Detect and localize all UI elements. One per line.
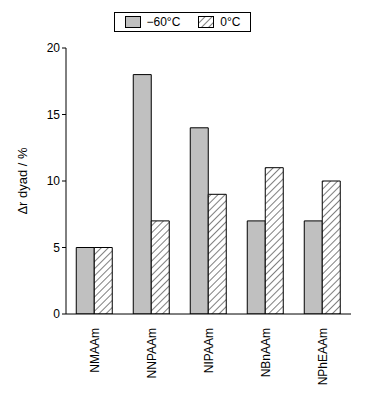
svg-text:15: 15 [47,108,61,122]
svg-text:0: 0 [53,307,60,321]
svg-text:NPhEAAm: NPhEAAm [316,328,330,385]
svg-text:NNPAAm: NNPAAm [145,328,159,378]
html-text:−60°C: −60°C [146,15,181,29]
svg-text:20: 20 [47,41,61,55]
svg-text:10: 10 [47,174,61,188]
svg-text:NBnAAm: NBnAAm [259,328,273,377]
svg-text:NMAAm: NMAAm [88,328,102,373]
svg-text:5: 5 [53,241,60,255]
html-text:0°C: 0°C [220,15,241,29]
svg-text:Δr dyad / %: Δr dyad / % [15,147,30,215]
svg-text:NIPAAm: NIPAAm [202,328,216,373]
